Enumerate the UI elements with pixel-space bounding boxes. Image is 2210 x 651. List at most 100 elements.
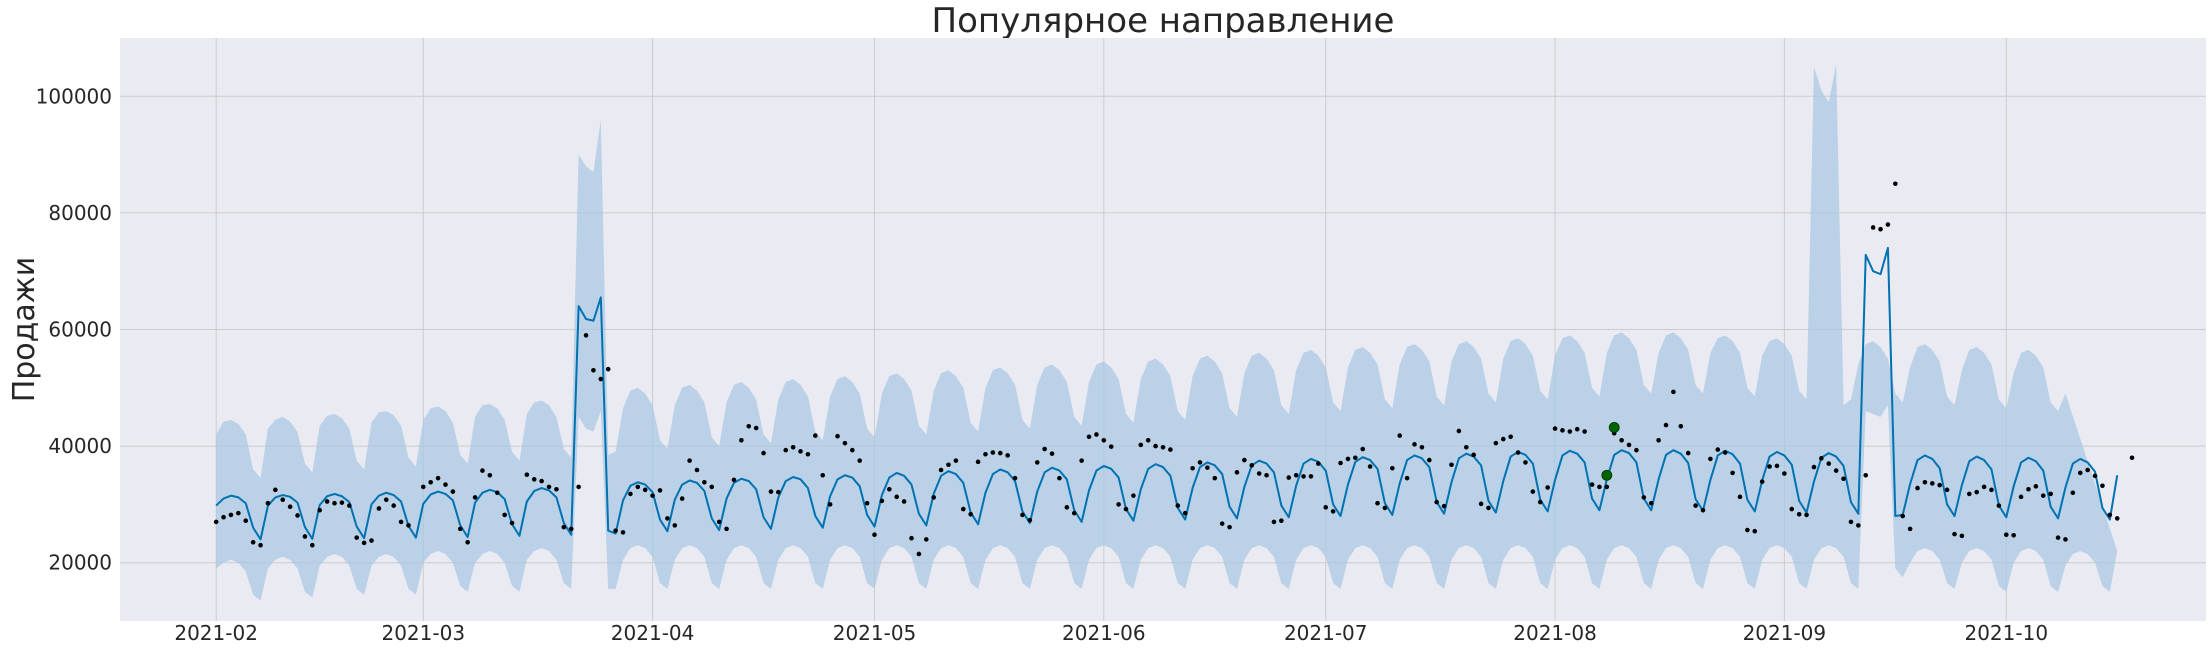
actual-point [650, 493, 655, 498]
actual-point [1619, 437, 1624, 443]
actual-point [1759, 479, 1765, 484]
actual-point [1663, 422, 1669, 428]
actual-point [1582, 429, 1587, 434]
x-tick-label: 2021-06 [1062, 621, 1146, 645]
actual-point [1811, 464, 1817, 470]
actual-point [605, 366, 611, 372]
actual-point [827, 502, 833, 507]
actual-point [931, 495, 936, 500]
actual-point [1915, 485, 1920, 491]
actual-point [1878, 226, 1883, 232]
actual-point [228, 512, 234, 518]
actual-point [457, 526, 463, 532]
actual-point [273, 487, 278, 493]
actual-point [383, 497, 389, 503]
actual-point [332, 500, 337, 506]
actual-point [1005, 453, 1010, 458]
actual-point [2129, 455, 2135, 461]
actual-point [997, 450, 1003, 456]
actual-point [1604, 484, 1610, 490]
actual-point [1182, 510, 1188, 516]
x-tick-label: 2021-04 [611, 621, 695, 645]
actual-point [1316, 461, 1321, 466]
actual-point [776, 489, 781, 495]
actual-point [1419, 444, 1425, 450]
actual-point [2018, 494, 2024, 500]
y-tick-label: 20000 [48, 551, 112, 575]
actual-point [1338, 460, 1343, 466]
actual-point [1789, 506, 1795, 512]
actual-point [2114, 516, 2120, 521]
actual-point [739, 437, 744, 443]
actual-point [1205, 465, 1210, 470]
actual-point [1937, 482, 1943, 488]
actual-point [1500, 436, 1506, 442]
actual-point [1508, 434, 1513, 440]
x-axis-ticks: 2021-02 2021-03 2021-04 2021-05 2021-06 2021-… [174, 621, 2048, 645]
actual-point [1434, 499, 1439, 505]
actual-point [835, 433, 840, 439]
actual-point [1930, 481, 1935, 486]
actual-point [1841, 476, 1846, 482]
actual-point [531, 477, 537, 482]
actual-point [1390, 465, 1395, 471]
actual-point [2070, 490, 2076, 496]
actual-point [398, 519, 404, 525]
actual-point [1626, 442, 1632, 448]
actual-point [1190, 465, 1195, 471]
actual-point [1463, 444, 1469, 450]
actual-point [435, 475, 441, 481]
actual-point [1367, 464, 1373, 469]
actual-point [761, 450, 766, 456]
actual-point [2048, 491, 2053, 497]
actual-point [1996, 503, 2002, 508]
actual-point [1574, 426, 1580, 432]
actual-point [1870, 225, 1876, 230]
actual-point [620, 530, 626, 535]
actual-point [887, 486, 892, 492]
actual-point [369, 538, 374, 543]
actual-point [1249, 463, 1255, 468]
actual-point [901, 499, 907, 504]
x-tick-label: 2021-07 [1284, 621, 1368, 645]
actual-point [1685, 450, 1691, 456]
actual-point [1360, 446, 1366, 452]
actual-point [502, 512, 507, 518]
actual-point [287, 504, 293, 510]
actual-point [236, 510, 241, 516]
actual-point [1219, 521, 1225, 526]
actual-point [1168, 447, 1173, 452]
actual-point [960, 506, 966, 512]
actual-point [554, 486, 559, 492]
actual-point [561, 524, 567, 530]
actual-point [938, 467, 944, 473]
actual-point [1123, 506, 1129, 512]
actual-point [487, 472, 493, 478]
actual-point [990, 450, 996, 455]
actual-point [1722, 450, 1728, 455]
actual-point [1656, 437, 1661, 443]
forecast-line-layer [215, 246, 2119, 541]
actual-point [1397, 433, 1403, 438]
actual-point [746, 423, 752, 429]
actual-point [406, 523, 411, 528]
actual-point [1693, 503, 1698, 508]
actual-point [1893, 181, 1898, 187]
actual-point [1301, 474, 1306, 479]
actual-point [1242, 457, 1247, 463]
actual-point [376, 506, 382, 511]
actual-point [1323, 505, 1329, 510]
highlighted-point [1601, 469, 1613, 481]
actual-point [953, 458, 959, 463]
actual-point [2055, 535, 2061, 540]
actual-point [768, 489, 774, 494]
actual-point [1922, 479, 1928, 485]
actual-point [1944, 487, 1950, 493]
actual-point [1545, 485, 1550, 490]
actual-point [428, 479, 433, 485]
actual-point [1212, 475, 1218, 481]
x-tick-label: 2021-05 [833, 621, 917, 645]
actual-point [450, 489, 456, 494]
actual-point [1197, 460, 1203, 465]
x-tick-label: 2021-02 [174, 621, 258, 645]
